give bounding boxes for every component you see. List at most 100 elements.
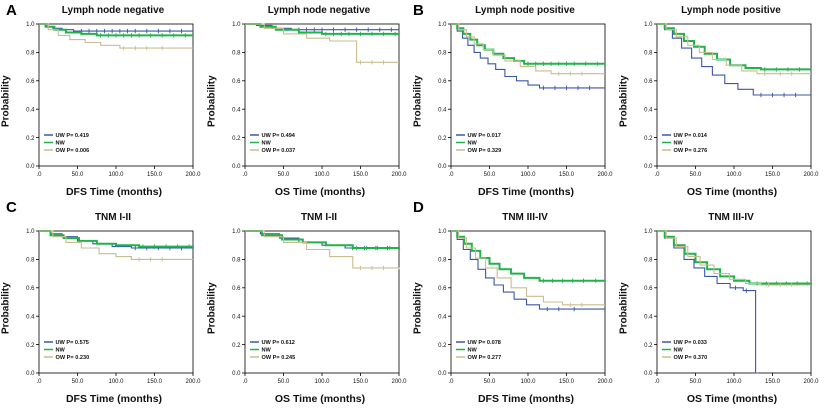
y-tick-label: 0.6 <box>644 286 653 292</box>
km-plot: .0 50.0 100.0 150.0 200.0 0.0 0.2 0.4 0.6 0.8 1.0 U… <box>438 22 613 178</box>
x-tick-label: 100.0 <box>108 379 124 385</box>
y-tick-label: 0.2 <box>644 343 653 349</box>
km-plot: .0 50.0 100.0 150.0 200.0 0.0 0.2 0.4 0.6 0.8 1.0 U… <box>26 229 201 385</box>
km-curve-ow <box>245 23 399 63</box>
y-axis-label: Probability <box>618 282 630 334</box>
y-tick-label: 0.2 <box>438 343 447 349</box>
km-curve-nw <box>39 23 193 37</box>
panel-title: TNM III-IV <box>708 212 754 223</box>
x-tick-label: 100.0 <box>314 172 330 178</box>
legend-label-nw: NW <box>468 141 478 147</box>
panel-title: Lymph node negative <box>61 5 165 16</box>
x-tick-label: 200.0 <box>597 172 613 178</box>
y-tick-label: 0.0 <box>438 164 447 170</box>
group-label-c: C <box>6 199 17 216</box>
km-panel-a-os: Lymph node negative Probability .0 50.0 10… <box>206 0 412 207</box>
x-tick-label: 50.0 <box>278 379 290 385</box>
y-tick-label: 0.4 <box>26 314 35 320</box>
y-tick-label: 1.0 <box>438 22 447 28</box>
legend-label-uw: UW P= 0.017 <box>468 133 501 139</box>
km-curve-ow <box>451 23 605 75</box>
x-axis-label: DFS Time (months) <box>477 186 575 198</box>
y-tick-label: 0.8 <box>26 258 35 264</box>
km-plot: .0 50.0 100.0 150.0 200.0 0.0 0.2 0.4 0.6 0.8 1.0 U… <box>232 229 407 385</box>
panel-title: TNM III-IV <box>502 212 548 223</box>
x-axis-label: OS Time (months) <box>686 186 778 198</box>
km-curve-uw <box>451 23 605 89</box>
km-curve-ow <box>245 230 400 270</box>
x-tick-label: 100.0 <box>520 172 536 178</box>
x-tick-label: 150.0 <box>353 379 369 385</box>
y-tick-label: 0.4 <box>232 107 241 113</box>
x-axis-label: OS Time (months) <box>274 393 366 405</box>
km-panel-c-dfs: TNM I-II Probability .0 50.0 100.0 150.0 200… <box>0 207 206 414</box>
x-tick-label: 150.0 <box>765 379 781 385</box>
legend-label-nw: NW <box>56 348 66 354</box>
km-plot: .0 50.0 100.0 150.0 200.0 0.0 0.2 0.4 0.6 0.8 1.0 U… <box>644 22 819 178</box>
legend-label-uw: UW P= 0.419 <box>56 133 89 139</box>
km-panel-b-os: Lymph node positive Probability .0 50.0 10… <box>618 0 824 207</box>
y-tick-label: 0.4 <box>26 107 35 113</box>
group-label-d: D <box>413 199 424 216</box>
x-tick-label: .0 <box>448 379 454 385</box>
plot-frame <box>656 230 812 374</box>
y-tick-label: 1.0 <box>438 229 447 235</box>
plot-frame <box>450 23 606 167</box>
panel-title: TNM I-II <box>94 212 132 223</box>
y-axis-label: Probability <box>412 75 424 127</box>
panel-row-top: Lymph node negative Probability .0 50.0 10… <box>0 0 824 207</box>
legend-label-nw: NW <box>468 348 478 354</box>
y-tick-label: 0.8 <box>438 258 447 264</box>
y-tick-label: 0.6 <box>644 79 653 85</box>
y-tick-label: 0.4 <box>644 107 653 113</box>
km-plot: .0 50.0 100.0 150.0 200.0 0.0 0.2 0.4 0.6 0.8 1.0 U… <box>438 229 613 385</box>
x-tick-label: 100.0 <box>314 379 330 385</box>
km-curve-ow <box>657 230 811 286</box>
x-tick-label: 100.0 <box>726 172 742 178</box>
legend-label-uw: UW P= 0.612 <box>262 340 295 346</box>
x-tick-label: 200.0 <box>803 172 819 178</box>
x-tick-label: 200.0 <box>185 172 201 178</box>
km-curve-ow <box>39 230 193 260</box>
panel-title: Lymph node negative <box>267 5 371 16</box>
km-panel-d-os: TNM III-IV Probability .0 50.0 100.0 150.0 2… <box>618 207 824 414</box>
y-tick-label: 1.0 <box>232 22 241 28</box>
legend-label-ow: OW P= 0.276 <box>674 148 708 154</box>
panel-title: Lymph node positive <box>681 5 781 16</box>
y-tick-label: 1.0 <box>26 229 35 235</box>
y-tick-label: 0.2 <box>26 343 35 349</box>
x-tick-label: 150.0 <box>559 379 575 385</box>
y-tick-label: 0.0 <box>438 371 447 377</box>
y-tick-label: 0.6 <box>232 286 241 292</box>
legend-label-uw: UW P= 0.575 <box>56 340 89 346</box>
x-tick-label: 50.0 <box>690 379 702 385</box>
x-tick-label: 150.0 <box>147 172 163 178</box>
y-tick-label: 0.0 <box>232 371 241 377</box>
y-tick-label: 0.8 <box>644 51 653 57</box>
y-tick-label: 0.0 <box>644 164 653 170</box>
legend-label-uw: UW P= 0.078 <box>468 340 501 346</box>
x-tick-label: 50.0 <box>484 379 496 385</box>
legend-label-nw: NW <box>56 141 66 147</box>
x-axis-label: OS Time (months) <box>686 393 778 405</box>
legend-label-ow: OW P= 0.329 <box>468 148 502 154</box>
km-curve-nw <box>39 230 194 248</box>
km-panel-d-dfs: TNM III-IV Probability .0 50.0 100.0 150.0 2… <box>412 207 618 414</box>
x-axis-label: OS Time (months) <box>274 186 366 198</box>
y-tick-label: 1.0 <box>26 22 35 28</box>
y-axis-label: Probability <box>0 75 12 127</box>
x-axis-label: DFS Time (months) <box>65 186 163 198</box>
y-tick-label: 0.4 <box>438 107 447 113</box>
y-tick-label: 0.0 <box>26 371 35 377</box>
y-tick-label: 0.2 <box>232 343 241 349</box>
km-curve-nw <box>245 23 399 35</box>
x-tick-label: 150.0 <box>765 172 781 178</box>
legend-label-ow: OW P= 0.230 <box>56 355 90 361</box>
km-curve-uw <box>39 23 193 32</box>
y-tick-label: 0.2 <box>232 136 241 142</box>
y-tick-label: 0.6 <box>232 79 241 85</box>
km-plot: .0 50.0 100.0 150.0 200.0 0.0 0.2 0.4 0.6 0.8 1.0 U… <box>26 22 201 178</box>
x-tick-label: .0 <box>654 379 660 385</box>
km-curve-ow <box>657 23 811 75</box>
